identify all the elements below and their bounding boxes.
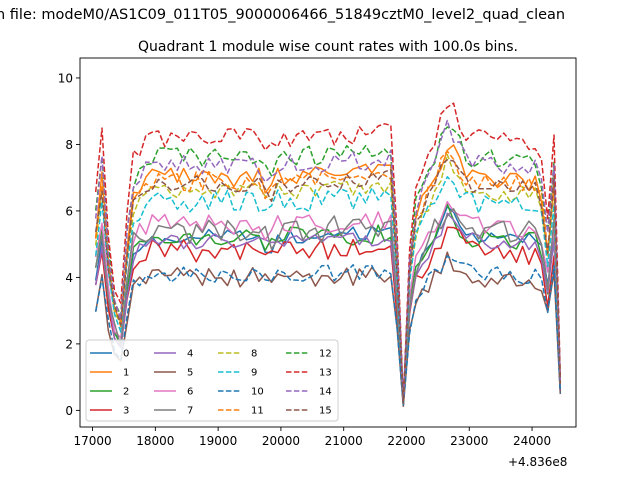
legend-label-4: 4 [187,349,193,360]
legend-label-13: 13 [319,368,332,379]
legend-label-0: 0 [123,349,129,360]
legend-label-6: 6 [187,387,193,398]
x-tick-label: 22000 [387,434,425,448]
series-line-14 [94,119,562,403]
series-line-7 [94,208,562,406]
series-line-10 [94,255,562,407]
legend-label-14: 14 [319,387,332,398]
axes-frame [79,57,577,428]
legend-label-3: 3 [123,406,129,417]
series-line-4 [94,212,562,406]
legend-label-11: 11 [251,406,264,417]
series-line-9 [94,176,562,405]
series-line-1 [94,144,562,404]
legend-label-7: 7 [187,406,193,417]
x-tick-label: 19000 [199,434,237,448]
figure-suptitle: n file: modeM0/AS1C09_011T05_9000006466_… [0,7,565,23]
series-layer [94,102,562,408]
y-tick-label: 8 [65,138,73,152]
legend-label-15: 15 [319,406,332,417]
x-tick-label: 23000 [450,434,488,448]
x-tick-label: 20000 [262,434,300,448]
series-line-8 [94,153,562,405]
legend-label-8: 8 [251,349,257,360]
y-tick-label: 6 [65,204,73,218]
x-tick-label: 17000 [73,434,111,448]
y-tick-label: 2 [65,337,73,351]
legend-frame [85,339,339,422]
y-tick-label: 10 [58,71,73,85]
legend-label-12: 12 [319,349,332,360]
series-line-15 [94,159,562,404]
x-axis: 17000 18000 19000 20000 21000 22000 23000 24000 [73,427,551,448]
y-tick-label: 4 [65,271,73,285]
x-offset-label: +4.836e8 [508,455,567,469]
legend-label-10: 10 [251,387,264,398]
series-line-3 [94,226,562,406]
series-line-5 [94,251,562,408]
legend-label-2: 2 [123,387,129,398]
y-tick-label: 0 [65,404,73,418]
x-tick-label: 18000 [136,434,174,448]
series-line-13 [94,102,562,403]
legend-label-1: 1 [123,368,129,379]
series-line-11 [94,150,562,404]
series-line-2 [94,203,562,406]
legend-label-5: 5 [187,368,193,379]
x-tick-label: 24000 [513,434,551,448]
y-axis: 0 2 4 6 8 10 [58,71,80,418]
x-tick-label: 21000 [325,434,363,448]
chart-title: Quadrant 1 module wise count rates with … [138,39,518,55]
legend-label-9: 9 [251,368,257,379]
